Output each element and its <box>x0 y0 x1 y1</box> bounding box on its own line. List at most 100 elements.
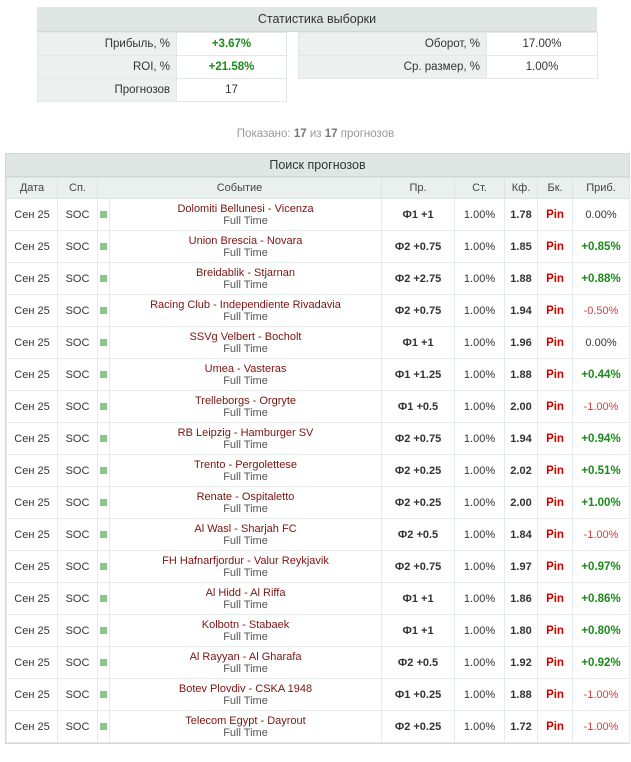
column-header-stake[interactable]: Ст. <box>454 177 506 199</box>
row-event[interactable]: Al Hidd - Al Riffa Full Time <box>108 582 383 615</box>
row-event[interactable]: RB Leipzig - Hamburger SV Full Time <box>108 422 383 455</box>
row-sport: SOC <box>57 294 98 327</box>
column-header-profit[interactable]: Приб. <box>572 177 631 199</box>
event-name-link[interactable]: Umea - Vasteras <box>204 362 287 375</box>
row-bookmaker: Pin <box>537 710 574 743</box>
event-name-link[interactable]: RB Leipzig - Hamburger SV <box>177 426 314 439</box>
table-row[interactable]: Сен 25 SOC Botev Plovdiv - CSKA 1948 Ful… <box>6 678 631 711</box>
row-date: Сен 25 <box>6 230 58 263</box>
row-pick: Ф1 +1 <box>381 582 456 615</box>
event-name-link[interactable]: Renate - Ospitaletto <box>196 490 295 503</box>
row-event[interactable]: FH Hafnarfjordur - Valur Reykjavik Full … <box>108 550 383 583</box>
table-row[interactable]: Сен 25 SOC Trento - Pergolettese Full Ti… <box>6 454 631 487</box>
row-event[interactable]: Dolomiti Bellunesi - Vicenza Full Time <box>108 198 383 231</box>
bookmaker-badge: Pin <box>546 592 564 605</box>
stats-spacer <box>286 32 299 56</box>
column-header-odds[interactable]: Кф. <box>504 177 539 199</box>
row-bookmaker: Pin <box>537 614 574 647</box>
event-name-link[interactable]: Trelleborgs - Orgryte <box>194 394 297 407</box>
forecasts-table: Дата Сп. Событие Пр. Ст. Кф. Бк. Приб. С… <box>6 177 631 743</box>
row-event[interactable]: Telecom Egypt - Dayrout Full Time <box>108 710 383 743</box>
profit-value: +0.80% <box>581 624 621 637</box>
table-row[interactable]: Сен 25 SOC SSVg Velbert - Bocholt Full T… <box>6 326 631 359</box>
row-profit: 0.00% <box>572 198 631 231</box>
row-odds: 2.02 <box>504 454 539 487</box>
row-event[interactable]: Botev Plovdiv - CSKA 1948 Full Time <box>108 678 383 711</box>
event-period: Full Time <box>223 214 268 227</box>
column-header-bookmaker[interactable]: Бк. <box>537 177 574 199</box>
column-header-sport[interactable]: Сп. <box>57 177 98 199</box>
row-pick: Ф2 +0.5 <box>381 646 456 679</box>
row-event[interactable]: Breidablik - Stjarnan Full Time <box>108 262 383 295</box>
row-profit: +0.86% <box>572 582 631 615</box>
status-indicator-icon <box>100 562 107 570</box>
row-stake: 1.00% <box>454 230 506 263</box>
table-row[interactable]: Сен 25 SOC Al Hidd - Al Riffa Full Time … <box>6 582 631 615</box>
table-row[interactable]: Сен 25 SOC Renate - Ospitaletto Full Tim… <box>6 486 631 519</box>
row-date: Сен 25 <box>6 518 58 551</box>
event-name-link[interactable]: FH Hafnarfjordur - Valur Reykjavik <box>162 554 329 567</box>
column-header-date[interactable]: Дата <box>6 177 58 199</box>
status-indicator-icon <box>100 242 107 250</box>
row-status <box>97 262 110 295</box>
table-row[interactable]: Сен 25 SOC Kolbotn - Stabaek Full Time Ф… <box>6 614 631 647</box>
table-row[interactable]: Сен 25 SOC FH Hafnarfjordur - Valur Reyk… <box>6 550 631 583</box>
table-row[interactable]: Сен 25 SOC RB Leipzig - Hamburger SV Ful… <box>6 422 631 455</box>
event-name-link[interactable]: Al Wasl - Sharjah FC <box>194 522 297 535</box>
column-header-event[interactable]: Событие <box>96 177 383 199</box>
row-event[interactable]: Umea - Vasteras Full Time <box>108 358 383 391</box>
event-period: Full Time <box>223 310 268 323</box>
row-event[interactable]: Racing Club - Independiente Rivadavia Fu… <box>108 294 383 327</box>
row-odds: 2.00 <box>504 390 539 423</box>
event-name-link[interactable]: Al Rayyan - Al Gharafa <box>189 650 302 663</box>
event-name-link[interactable]: Telecom Egypt - Dayrout <box>185 714 306 727</box>
row-bookmaker: Pin <box>537 326 574 359</box>
row-event[interactable]: Al Wasl - Sharjah FC Full Time <box>108 518 383 551</box>
table-row[interactable]: Сен 25 SOC Union Brescia - Novara Full T… <box>6 230 631 263</box>
column-header-pick[interactable]: Пр. <box>381 177 456 199</box>
table-row[interactable]: Сен 25 SOC Breidablik - Stjarnan Full Ti… <box>6 262 631 295</box>
table-row[interactable]: Сен 25 SOC Dolomiti Bellunesi - Vicenza … <box>6 198 631 231</box>
row-profit: +0.97% <box>572 550 631 583</box>
row-pick: Ф1 +1 <box>381 326 456 359</box>
table-row[interactable]: Сен 25 SOC Trelleborgs - Orgryte Full Ti… <box>6 390 631 423</box>
table-header-row: Дата Сп. Событие Пр. Ст. Кф. Бк. Приб. <box>6 177 631 199</box>
row-event[interactable]: Trelleborgs - Orgryte Full Time <box>108 390 383 423</box>
event-name-link[interactable]: Trento - Pergolettese <box>194 458 297 471</box>
row-sport: SOC <box>57 326 98 359</box>
row-event[interactable]: Union Brescia - Novara Full Time <box>108 230 383 263</box>
forecasts-label: Прогнозов <box>37 78 177 102</box>
row-event[interactable]: SSVg Velbert - Bocholt Full Time <box>108 326 383 359</box>
table-row[interactable]: Сен 25 SOC Racing Club - Independiente R… <box>6 294 631 327</box>
event-name-link[interactable]: Botev Plovdiv - CSKA 1948 <box>178 682 313 695</box>
row-stake: 1.00% <box>454 198 506 231</box>
row-event[interactable]: Kolbotn - Stabaek Full Time <box>108 614 383 647</box>
row-odds: 2.00 <box>504 486 539 519</box>
row-status <box>97 582 110 615</box>
stats-title: Статистика выборки <box>37 7 597 32</box>
event-name-link[interactable]: Dolomiti Bellunesi - Vicenza <box>177 202 314 215</box>
table-row[interactable]: Сен 25 SOC Umea - Vasteras Full Time Ф1 … <box>6 358 631 391</box>
row-status <box>97 614 110 647</box>
table-row[interactable]: Сен 25 SOC Telecom Egypt - Dayrout Full … <box>6 710 631 743</box>
event-name-link[interactable]: Union Brescia - Novara <box>188 234 303 247</box>
event-name-link[interactable]: Kolbotn - Stabaek <box>201 618 290 631</box>
event-name-link[interactable]: Racing Club - Independiente Rivadavia <box>150 298 341 311</box>
row-date: Сен 25 <box>6 294 58 327</box>
row-odds: 1.97 <box>504 550 539 583</box>
event-name-link[interactable]: SSVg Velbert - Bocholt <box>189 330 302 343</box>
row-event[interactable]: Trento - Pergolettese Full Time <box>108 454 383 487</box>
table-row[interactable]: Сен 25 SOC Al Rayyan - Al Gharafa Full T… <box>6 646 631 679</box>
forecasts-value: 17 <box>176 78 287 102</box>
row-pick: Ф2 +0.75 <box>381 230 456 263</box>
event-name-link[interactable]: Breidablik - Stjarnan <box>195 266 296 279</box>
row-status <box>97 454 110 487</box>
profit-label: Прибыль, % <box>37 32 177 56</box>
profit-value: +0.44% <box>581 368 621 381</box>
table-row[interactable]: Сен 25 SOC Al Wasl - Sharjah FC Full Tim… <box>6 518 631 551</box>
row-event[interactable]: Al Rayyan - Al Gharafa Full Time <box>108 646 383 679</box>
row-stake: 1.00% <box>454 710 506 743</box>
row-event[interactable]: Renate - Ospitaletto Full Time <box>108 486 383 519</box>
event-name-link[interactable]: Al Hidd - Al Riffa <box>205 586 286 599</box>
row-odds: 1.88 <box>504 678 539 711</box>
